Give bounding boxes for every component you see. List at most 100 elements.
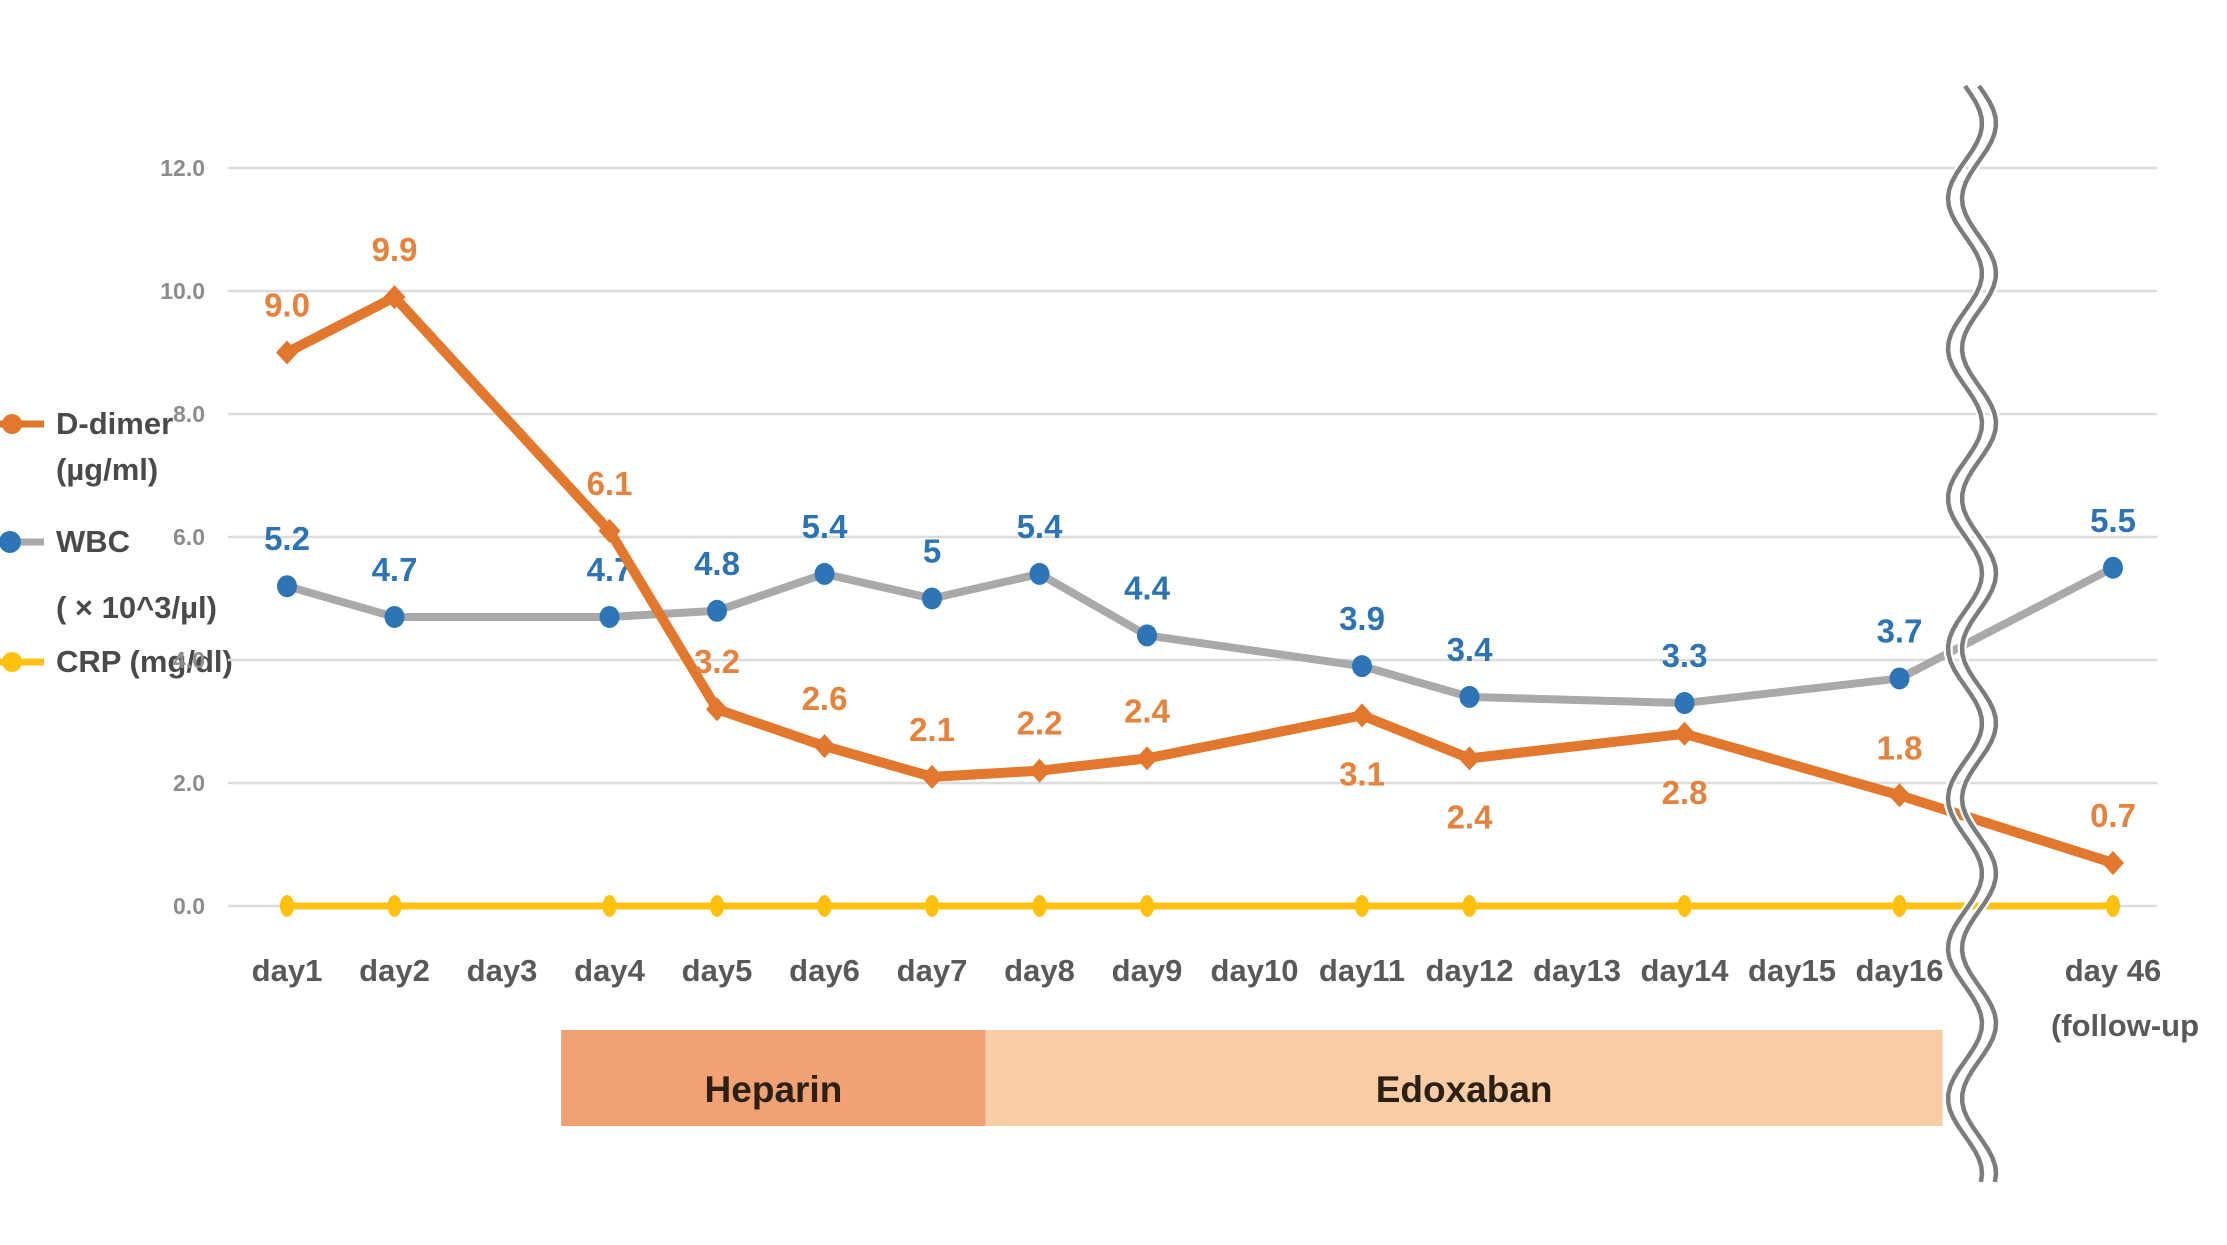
treatment-bar-label: Heparin [705,1069,843,1110]
data-point [384,605,405,628]
data-point [1137,624,1157,647]
data-label: 3.1 [1339,755,1385,792]
axis-break [1959,84,1999,1183]
data-label: 2.4 [1124,692,1171,729]
data-point [387,895,402,917]
data-label: 1.8 [1877,729,1923,766]
data-point [1673,721,1696,746]
data-label: 2.1 [909,711,955,748]
x-axis-label: day9 [1112,953,1183,988]
data-label: 4.4 [1124,569,1171,606]
data-point [2103,556,2123,579]
data-point [1136,746,1158,771]
d-dimer-legend-marker-icon [0,414,44,434]
series-line [284,292,2115,868]
x-axis-label: day6 [789,953,860,988]
data-label: 5.4 [1017,508,1064,545]
x-axis-label: day1 [252,953,323,988]
data-point [2102,850,2124,875]
data-label: 3.4 [1447,631,1494,668]
data-label: 9.0 [264,287,310,324]
x-axis-label: day8 [1004,953,1075,988]
data-label: 5.5 [2090,502,2136,539]
data-label: 2.6 [802,680,848,717]
series-line [285,564,2115,708]
data-point [925,895,939,917]
x-axis-label: (follow-up [2051,1008,2199,1043]
data-point [922,587,942,610]
x-axis-label: day16 [1856,953,1944,988]
x-axis-label: day4 [574,953,645,988]
y-tick-label: 6.0 [173,524,205,550]
y-tick-label: 0.0 [173,893,205,919]
data-point [1355,895,1369,917]
crp-legend-marker-icon [0,652,44,672]
data-point [1674,692,1695,715]
data-point [1889,667,1910,690]
data-label: 3.7 [1877,612,1923,649]
x-axis-label: day11 [1319,953,1405,988]
y-tick-label: 8.0 [173,401,205,427]
x-axis-label: day14 [1641,953,1730,988]
data-point [1892,895,1907,917]
y-tick-label: 12.0 [160,155,205,181]
data-label: 5.2 [264,520,310,557]
data-label: 2.4 [1447,798,1494,835]
data-label: 2.8 [1662,774,1708,811]
wbc-legend-marker-icon [0,531,44,553]
data-point [1032,895,1047,917]
data-point [1140,895,1154,917]
data-label: 6.1 [587,465,633,502]
data-label: 3.2 [694,643,740,680]
data-label: 3.3 [1662,637,1708,674]
treatment-bar [985,1030,1943,1126]
data-point [1677,895,1692,917]
data-point [1028,758,1051,783]
data-point [2106,895,2120,917]
data-label: 5 [923,533,941,570]
data-point [921,764,943,789]
data-point [1462,895,1477,917]
legend-wbc-label: WBC [56,524,131,559]
data-point [602,895,617,917]
data-point [1459,685,1480,708]
x-axis-label: day5 [682,953,753,988]
data-point [707,599,727,622]
data-point [277,575,297,598]
data-point [1029,562,1050,585]
data-point [1458,746,1481,771]
legend-crp-label: CRP (mg/dl) [56,644,233,679]
data-point [710,895,724,917]
x-axis-label: day7 [897,953,968,988]
data-point [1352,655,1372,678]
data-point [814,562,835,585]
data-point [813,734,836,759]
x-axis-label: day15 [1748,953,1836,988]
legend-wbc-unit: ( × 10^3/µl) [56,590,217,625]
data-point [599,605,620,628]
y-tick-label: 4.0 [173,647,205,673]
x-axis-label: day13 [1533,953,1621,988]
data-point [383,285,406,310]
x-axis-label: day 46 [2065,953,2162,988]
data-point [598,518,621,543]
x-axis-label: day10 [1211,953,1299,988]
data-point [280,895,294,917]
data-point [1351,703,1373,728]
data-label: 2.2 [1017,705,1063,742]
legend-d-dimer-unit: (µg/ml) [56,452,159,487]
y-tick-label: 2.0 [173,770,205,796]
data-point [706,697,728,722]
data-point [1888,783,1911,808]
data-label: 9.9 [372,231,418,268]
data-label: 4.8 [694,545,740,582]
y-tick-label: 10.0 [160,278,205,304]
legend-d-dimer-label: D-dimer [56,406,174,441]
data-point [817,895,832,917]
treatment-bar-label: Edoxaban [1376,1069,1553,1110]
data-label: 4.7 [372,551,418,588]
data-label: 0.7 [2090,797,2136,834]
data-label: 5.4 [802,508,849,545]
treatment-bar [561,1030,986,1126]
